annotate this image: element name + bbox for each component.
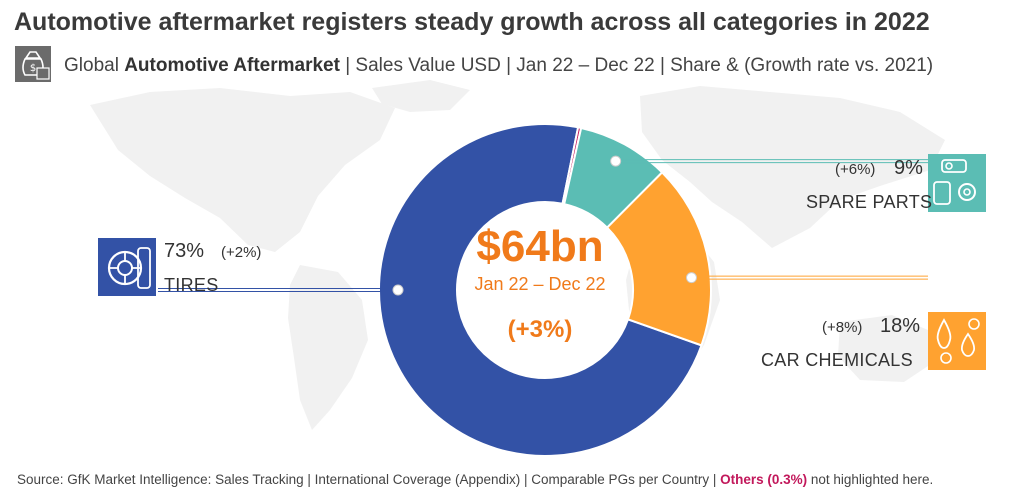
tire-icon [98,238,156,296]
source-tail: not highlighted here. [807,472,934,487]
donut-slice-car-chemicals [605,170,712,347]
source-text: Source: GfK Market Intelligence: Sales T… [17,472,721,487]
source-note: Source: GfK Market Intelligence: Sales T… [17,472,933,487]
tires-label: TIRES [164,275,219,295]
car-chemicals-label: CAR CHEMICALS [761,350,913,370]
center-total-value: $64bn [476,222,604,271]
chemical-drops-icon [928,312,986,370]
slice-marker-tires [392,284,404,296]
slice-marker-spare-parts [610,155,622,167]
chart-subtitle: Global Automotive Aftermarket | Sales Va… [64,55,933,77]
spare-parts-growth: (+6%) [835,161,876,178]
subtitle-bold: Automotive Aftermarket [124,55,340,76]
slice-marker-car-chemicals [685,272,697,284]
source-others: Others (0.3%) [720,472,808,487]
spare-parts-label: SPARE PARTS [806,192,933,212]
subtitle-prefix: Global [64,55,125,76]
car-chemicals-share: 18% [880,315,921,337]
donut-slice-tires [378,123,703,457]
center-period: Jan 22 – Dec 22 [474,274,606,294]
subtitle-suffix: | Sales Value USD | Jan 22 – Dec 22 | Sh… [339,55,934,76]
chart-title: Automotive aftermarket registers steady … [14,8,930,36]
svg-text:$: $ [30,63,36,74]
tires-share: 73% [164,240,205,262]
car-chemicals-growth: (+8%) [822,319,863,336]
tires-growth: (+2%) [221,244,262,261]
center-growth: (+3%) [507,316,573,343]
engine-parts-icon [928,154,986,212]
money-bag-icon: $ [15,46,51,82]
spare-parts-share: 9% [894,157,923,179]
